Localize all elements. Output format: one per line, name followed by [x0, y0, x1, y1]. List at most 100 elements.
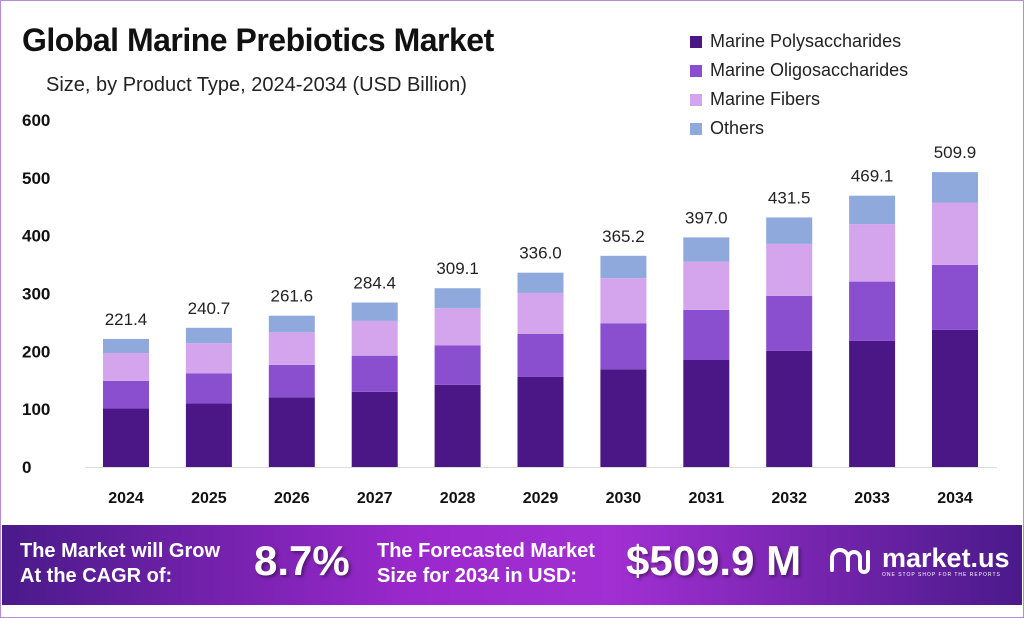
bar-segment-2034-1 [932, 264, 978, 330]
y-tick-label: 200 [22, 342, 50, 361]
legend-label: Others [710, 118, 765, 138]
footer-banner: The Market will Grow At the CAGR of: 8.7… [2, 525, 1022, 605]
bar-segment-2027-3 [351, 302, 398, 321]
bar-segment-2032-0 [766, 350, 813, 467]
cagr-label-line1: The Market will Grow [20, 540, 221, 562]
x-tick-label: 2024 [108, 490, 144, 507]
bar-segment-2034-3 [932, 172, 978, 203]
chart-title: Global Marine Prebiotics Market [22, 22, 494, 58]
total-label: 284.4 [353, 274, 396, 293]
bar-segment-2029-1 [517, 333, 564, 377]
bar-segment-2029-2 [517, 292, 564, 334]
total-label: 469.1 [851, 167, 894, 186]
bar-segment-2030-2 [600, 278, 647, 324]
stacked-bar-chart: 0 100 200 300 400 500 600 221.4 2024 240.7 2025 261… [22, 111, 997, 507]
y-tick-label: 400 [22, 227, 50, 246]
total-label: 509.9 [934, 143, 977, 162]
bar-segment-2032-1 [766, 295, 813, 351]
y-tick-label: 300 [22, 285, 50, 304]
x-tick-label: 2027 [357, 490, 393, 507]
y-tick-label: 100 [22, 400, 50, 419]
bar-segment-2027-2 [351, 320, 398, 356]
bar-segment-2033-1 [849, 281, 896, 341]
bar-segment-2029-3 [517, 272, 564, 293]
bar-segment-2026-0 [268, 397, 315, 467]
bar-segment-2030-3 [600, 255, 647, 279]
bar-segment-2026-2 [268, 332, 315, 365]
x-tick-label: 2032 [771, 490, 807, 507]
total-label: 431.5 [768, 188, 811, 207]
legend: Marine Polysaccharides Marine Oligosacch… [690, 27, 908, 143]
legend-item-fibers: Marine Fibers [690, 85, 908, 114]
forecast-label-line2: Size for 2034 in USD: [377, 565, 578, 587]
x-tick-label: 2029 [523, 490, 559, 507]
cagr-label: The Market will Grow At the CAGR of: [20, 539, 220, 589]
bar-segment-2033-2 [849, 224, 896, 282]
legend-swatch [690, 35, 702, 48]
bar-segment-2033-0 [849, 340, 896, 467]
y-tick-label: 0 [22, 458, 31, 477]
bar-segment-2027-1 [351, 355, 398, 392]
x-tick-label: 2028 [440, 490, 476, 507]
bar-segment-2024-3 [103, 338, 149, 354]
brand-logo: market.us ONE STOP SHOP FOR THE REPORTS [828, 543, 1010, 578]
bar-segment-2029-0 [517, 376, 564, 467]
market-us-logo-icon [830, 547, 870, 574]
legend-label: Marine Polysaccharides [710, 31, 902, 51]
forecast-value: $509.9 M [626, 537, 802, 584]
brand-tagline: ONE STOP SHOP FOR THE REPORTS [882, 572, 1001, 578]
bar-segment-2024-0 [103, 408, 149, 467]
legend-item-oligosaccharides: Marine Oligosaccharides [690, 56, 908, 85]
bar-segment-2025-2 [185, 343, 232, 374]
total-label: 336.0 [519, 244, 562, 263]
total-label: 240.7 [188, 299, 231, 318]
bar-segment-2026-1 [268, 364, 315, 398]
bar-segment-2031-3 [683, 237, 730, 262]
total-label: 261.6 [271, 287, 314, 306]
bar-segment-2028-1 [434, 345, 481, 385]
bar-segment-2026-3 [268, 315, 315, 333]
legend-swatch [690, 64, 702, 77]
chart-subtitle: Size, by Product Type, 2024-2034 (USD Bi… [46, 74, 467, 96]
bar-segment-2025-1 [185, 373, 232, 404]
bar-segment-2025-0 [185, 403, 232, 467]
bar-segment-2033-3 [849, 195, 896, 225]
bar-segment-2030-1 [600, 323, 647, 370]
bar-segment-2034-2 [932, 202, 978, 265]
legend-label: Marine Oligosaccharides [710, 60, 909, 80]
total-label: 365.2 [602, 227, 645, 246]
x-tick-label: 2026 [274, 490, 310, 507]
x-tick-label: 2033 [854, 490, 890, 507]
total-label: 397.0 [685, 208, 728, 227]
legend-label: Marine Fibers [710, 89, 821, 109]
bar-segment-2031-2 [683, 261, 730, 310]
bar-segment-2032-2 [766, 243, 813, 296]
legend-item-others: Others [690, 114, 908, 143]
bar-segment-2028-3 [434, 288, 481, 309]
brand-name: market.us [882, 543, 1010, 573]
x-tick-label: 2030 [606, 490, 642, 507]
x-tick-label: 2031 [689, 490, 725, 507]
bar-segment-2030-0 [600, 369, 647, 467]
bar-segment-2028-2 [434, 308, 481, 346]
bar-segment-2024-1 [103, 380, 149, 409]
bar-segment-2032-3 [766, 217, 813, 244]
bar-segment-2031-1 [683, 309, 730, 361]
x-tick-label: 2034 [937, 490, 973, 507]
cagr-value: 8.7% [254, 537, 350, 584]
legend-swatch [690, 122, 702, 135]
forecast-label-line1: The Forecasted Market [377, 540, 595, 562]
legend-item-polysaccharides: Marine Polysaccharides [690, 27, 908, 56]
bar-segment-2027-0 [351, 391, 398, 467]
legend-swatch [690, 93, 702, 106]
y-tick-label: 500 [22, 169, 50, 188]
total-label: 309.1 [436, 259, 479, 278]
x-tick-label: 2025 [191, 490, 227, 507]
bar-segment-2025-3 [185, 327, 232, 344]
bar-segment-2031-0 [683, 360, 730, 467]
bar-segment-2034-0 [932, 329, 978, 467]
y-tick-label: 600 [22, 111, 50, 130]
bar-segment-2028-0 [434, 384, 481, 467]
cagr-label-line2: At the CAGR of: [20, 565, 173, 587]
total-label: 221.4 [105, 310, 148, 329]
